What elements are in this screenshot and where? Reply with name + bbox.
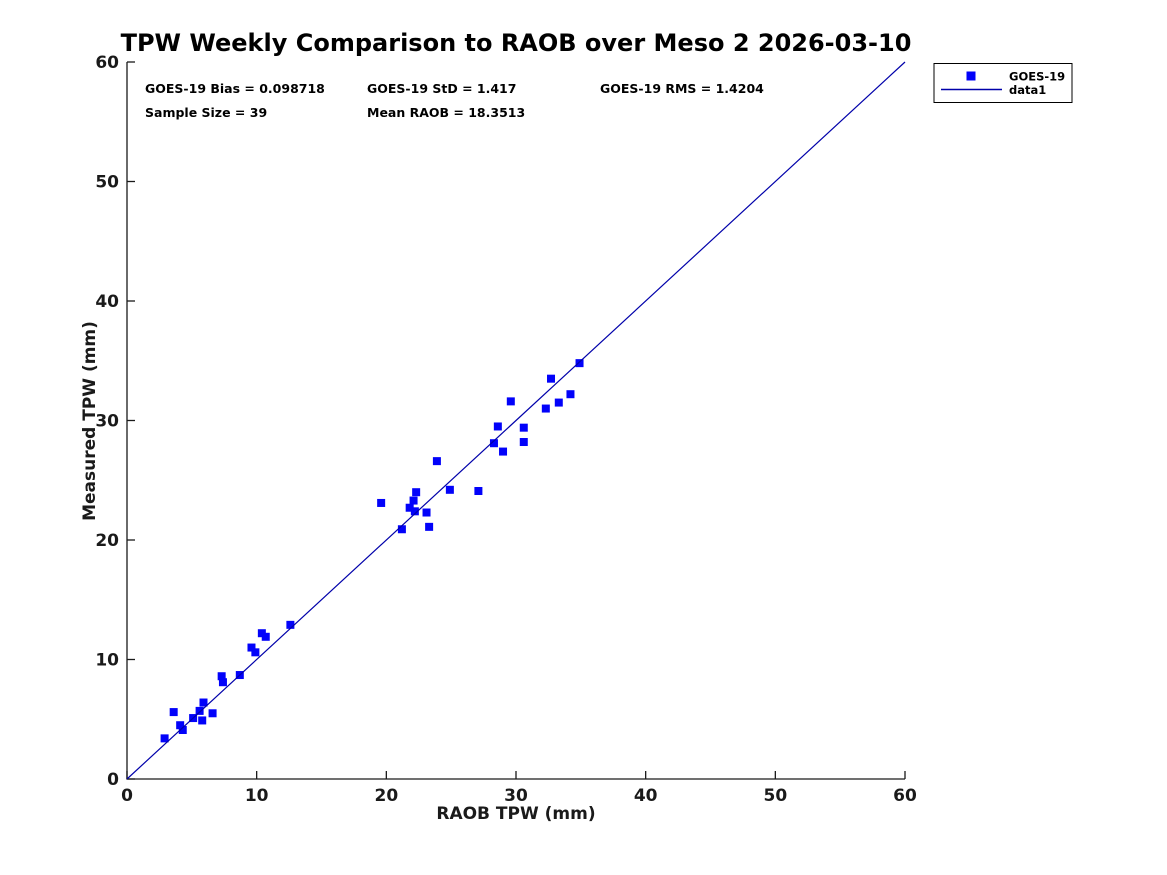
data-point-marker xyxy=(169,708,178,717)
data-point-marker xyxy=(493,422,502,431)
data-point-marker xyxy=(519,438,528,447)
x-tick-label: 20 xyxy=(374,786,398,806)
x-tick-label: 60 xyxy=(893,786,917,806)
stat-bias: GOES-19 Bias = 0.098718 xyxy=(145,81,325,96)
data-point-marker xyxy=(218,678,227,687)
data-point-marker xyxy=(247,643,256,652)
plot-series xyxy=(126,61,906,780)
data-point-marker xyxy=(575,359,584,368)
data-point-marker xyxy=(519,423,528,432)
data-point-marker xyxy=(506,397,515,406)
y-tick-label: 40 xyxy=(95,292,119,312)
data-point-marker xyxy=(261,632,270,641)
legend: GOES-19 data1 xyxy=(933,63,1073,103)
data-point-marker xyxy=(160,734,169,743)
stat-sample-size: Sample Size = 39 xyxy=(145,105,267,120)
data-point-marker xyxy=(405,503,414,512)
data-point-marker xyxy=(412,488,421,497)
data-point-marker xyxy=(397,525,406,534)
data-point-marker xyxy=(445,485,454,494)
data-point-marker xyxy=(566,390,575,399)
x-axis-label: RAOB TPW (mm) xyxy=(436,804,595,824)
data-point-marker xyxy=(432,457,441,466)
legend-label-goes19: GOES-19 xyxy=(1009,70,1065,84)
stat-rms: GOES-19 RMS = 1.4204 xyxy=(600,81,764,96)
data-point-marker xyxy=(474,487,483,496)
data-point-marker xyxy=(547,374,556,383)
identity-line xyxy=(126,61,906,780)
legend-label-data1: data1 xyxy=(1009,83,1046,97)
stat-mean-raob: Mean RAOB = 18.3513 xyxy=(367,105,525,120)
data-point-marker xyxy=(251,648,260,657)
y-tick-label: 20 xyxy=(95,531,119,551)
data-point-marker xyxy=(377,498,386,507)
data-point-marker xyxy=(199,698,208,707)
x-tick-label: 50 xyxy=(763,786,787,806)
stats-annotations: GOES-19 Bias = 0.098718 GOES-19 StD = 1.… xyxy=(145,81,764,120)
data-point-marker xyxy=(176,721,185,730)
y-tick-label: 0 xyxy=(107,770,119,790)
axes: 0 10 20 30 40 50 60 0 10 20 30 40 50 60 xyxy=(95,53,917,806)
x-tick-label: 40 xyxy=(634,786,658,806)
data-point-marker xyxy=(178,726,187,735)
x-tick-label: 0 xyxy=(121,786,133,806)
y-tick-label: 60 xyxy=(95,53,119,73)
data-point-marker xyxy=(422,508,431,517)
data-point-marker xyxy=(554,398,563,407)
x-tick-label: 10 xyxy=(245,786,269,806)
data-point-marker xyxy=(425,522,434,531)
legend-box xyxy=(933,63,1073,103)
data-point-marker xyxy=(195,706,204,715)
y-tick-label: 10 xyxy=(95,651,119,671)
data-point-marker xyxy=(409,496,418,505)
y-axis-label: Measured TPW (mm) xyxy=(80,321,100,521)
x-tick-label: 30 xyxy=(504,786,528,806)
data-point-marker xyxy=(217,672,226,681)
data-point-marker xyxy=(499,447,508,456)
data-point-marker xyxy=(286,620,295,629)
chart-title: TPW Weekly Comparison to RAOB over Meso … xyxy=(121,29,912,57)
data-point-marker xyxy=(489,439,498,448)
legend-marker-square-icon xyxy=(966,71,976,81)
y-tick-label: 30 xyxy=(95,412,119,432)
data-point-marker xyxy=(541,404,550,413)
stat-std: GOES-19 StD = 1.417 xyxy=(367,81,516,96)
data-point-marker xyxy=(198,716,207,725)
y-tick-label: 50 xyxy=(95,173,119,193)
data-point-marker xyxy=(410,507,419,516)
data-point-marker xyxy=(208,709,217,718)
